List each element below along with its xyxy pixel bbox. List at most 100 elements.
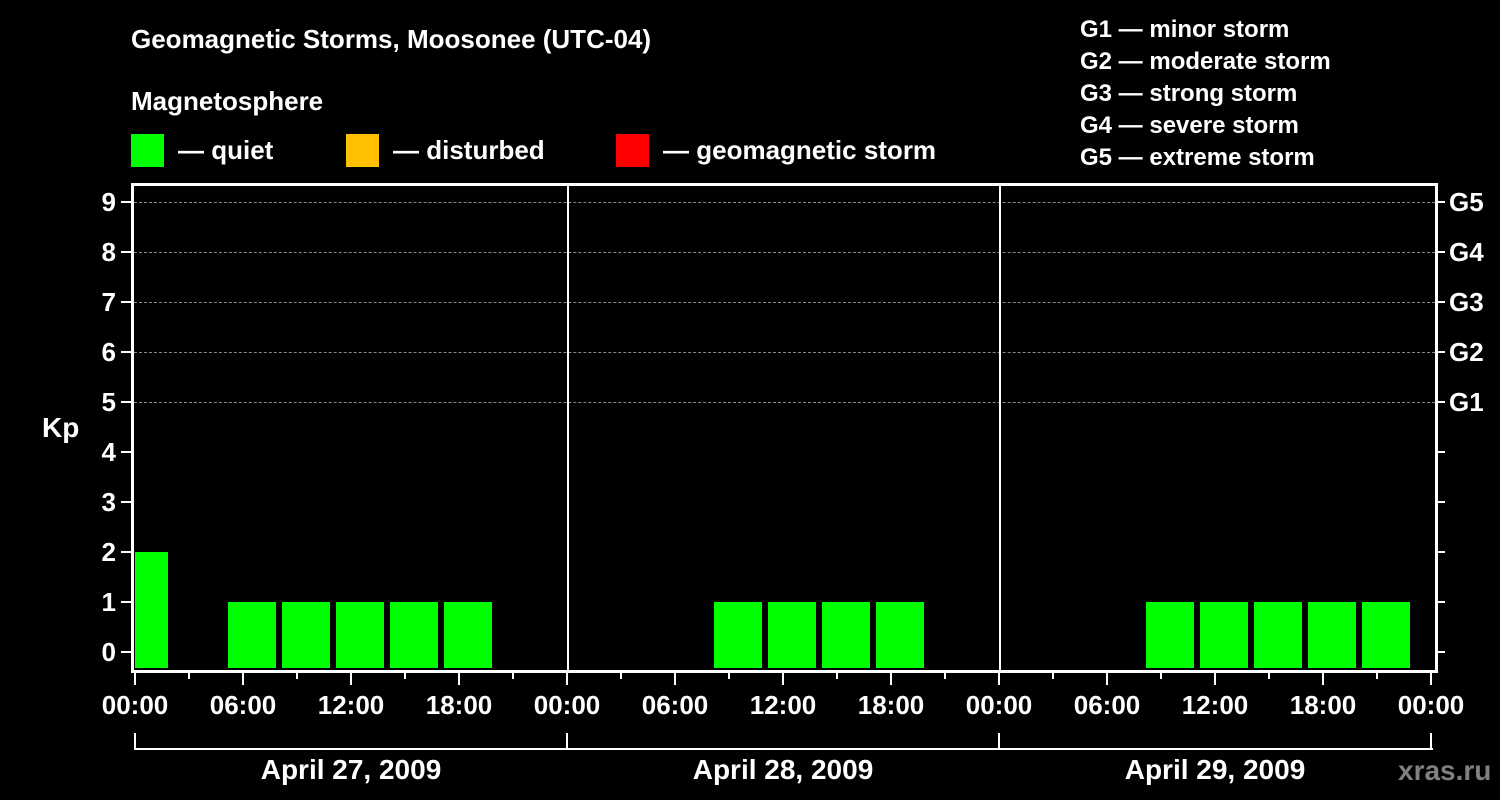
y-tick-mark-right [1435, 601, 1445, 603]
x-tick-mark [566, 671, 568, 685]
watermark: xras.ru [1398, 755, 1492, 786]
legend-label: — quiet [178, 134, 274, 165]
day-label: April 29, 2009 [1124, 754, 1306, 785]
x-tick-mark [1106, 671, 1108, 685]
g-legend-item: G1 — minor storm [1080, 16, 1290, 43]
kp-bar [444, 602, 492, 668]
kp-bar [336, 602, 384, 668]
y-tick-mark-right [1435, 251, 1445, 253]
x-tick-label: 00:00 [533, 690, 601, 720]
day-bracket-tick [998, 733, 1000, 749]
x-tick-mark [458, 671, 460, 685]
legend-label: — geomagnetic storm [663, 134, 937, 165]
day-label: April 28, 2009 [692, 754, 874, 785]
x-tick-label: 18:00 [425, 690, 493, 720]
kp-bar [228, 602, 276, 668]
y-tick-mark [121, 351, 131, 353]
chart-subtitle: Magnetosphere [131, 86, 324, 116]
kp-bar [1146, 602, 1194, 668]
y-tick-mark [121, 651, 131, 653]
day-bracket-tick [566, 733, 568, 749]
x-tick-mark [404, 671, 406, 679]
g-scale-legend: G1 — minor storm G2 — moderate storm G3 … [1080, 14, 1331, 174]
day-bracket-tick [1430, 733, 1432, 749]
storm-swatch [616, 133, 649, 167]
x-tick-label: 18:00 [1289, 690, 1357, 720]
x-tick-mark [944, 671, 946, 679]
day-separator [999, 186, 1001, 670]
y-tick-label: 4 [101, 437, 116, 467]
g-tick-label: G5 [1449, 187, 1484, 217]
grid-line [134, 402, 1435, 403]
g-tick-label: G2 [1449, 337, 1484, 367]
day-label: April 27, 2009 [260, 754, 442, 785]
x-tick-mark [836, 671, 838, 679]
kp-bar [390, 602, 438, 668]
y-tick-label: 9 [101, 187, 116, 217]
legend-disturbed: — disturbed [346, 133, 545, 167]
y-tick-label: 1 [101, 587, 116, 617]
y-tick-mark-right [1435, 351, 1445, 353]
kp-bar [768, 602, 816, 668]
y-tick-label: 7 [101, 287, 116, 317]
x-tick-mark [1160, 671, 1162, 679]
g-tick-label: G3 [1449, 287, 1484, 317]
kp-bar [876, 602, 924, 668]
y-tick-label: 6 [101, 337, 116, 367]
legend-quiet: — quiet [131, 133, 273, 167]
x-tick-label: 18:00 [857, 690, 925, 720]
y-tick-mark [121, 301, 131, 303]
g-legend-item: G4 — severe storm [1080, 112, 1299, 139]
x-tick-mark [1376, 671, 1378, 679]
g-legend-item: G3 — strong storm [1080, 80, 1298, 107]
y-tick-mark [121, 551, 131, 553]
x-tick-mark [134, 671, 136, 685]
y-tick-mark-right [1435, 501, 1445, 503]
y-tick-mark [121, 251, 131, 253]
y-tick-mark-right [1435, 401, 1445, 403]
x-tick-mark [620, 671, 622, 679]
x-tick-mark [890, 671, 892, 685]
kp-bar [714, 602, 762, 668]
x-tick-mark [188, 671, 190, 679]
x-tick-mark [1430, 671, 1432, 685]
disturbed-swatch [346, 133, 379, 167]
grid-line [134, 202, 1435, 203]
y-tick-mark-right [1435, 201, 1445, 203]
x-tick-label: 06:00 [1073, 690, 1141, 720]
x-tick-mark [350, 671, 352, 685]
y-tick-label: 2 [101, 537, 116, 567]
x-tick-mark [1322, 671, 1324, 685]
y-tick-mark [121, 401, 131, 403]
kp-bar [1200, 602, 1248, 668]
y-tick-label: 3 [101, 487, 116, 517]
x-tick-mark [782, 671, 784, 685]
grid-line [134, 352, 1435, 353]
y-tick-mark [121, 501, 131, 503]
day-bracket [134, 748, 1433, 750]
kp-bar [1362, 602, 1410, 668]
kp-bar [1254, 602, 1302, 668]
y-tick-mark-right [1435, 301, 1445, 303]
day-bracket-tick [134, 733, 136, 749]
chart-title: Geomagnetic Storms, Moosonee (UTC-04) [131, 24, 652, 54]
grid-line [134, 252, 1435, 253]
y-tick-mark [121, 201, 131, 203]
y-tick-mark-right [1435, 551, 1445, 553]
x-tick-mark [1052, 671, 1054, 679]
y-tick-label: 5 [101, 387, 116, 417]
x-tick-label: 12:00 [317, 690, 385, 720]
kp-bar [282, 602, 330, 668]
x-tick-label: 06:00 [641, 690, 709, 720]
y-axis-label: Kp [42, 412, 80, 443]
x-tick-mark [674, 671, 676, 685]
kp-bar [822, 602, 870, 668]
day-separator [567, 186, 569, 670]
y-tick-label: 8 [101, 237, 116, 267]
legend-label: — disturbed [393, 134, 545, 165]
y-tick-mark-right [1435, 651, 1445, 653]
x-tick-mark [296, 671, 298, 679]
y-tick-mark-right [1435, 451, 1445, 453]
legend-storm: — geomagnetic storm [616, 133, 936, 167]
g-tick-label: G4 [1449, 237, 1484, 267]
